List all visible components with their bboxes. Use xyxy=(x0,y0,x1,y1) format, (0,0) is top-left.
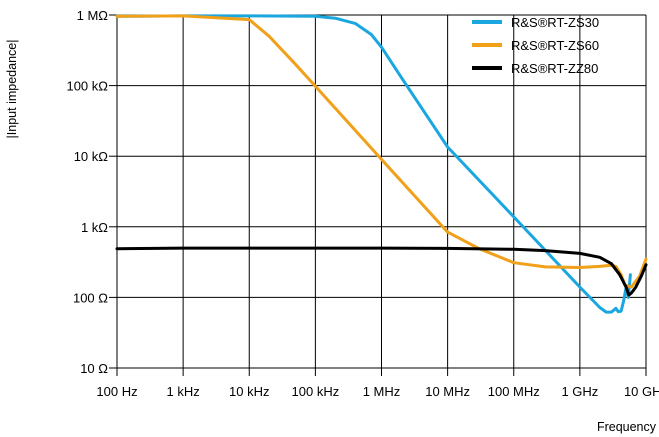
series-layer xyxy=(115,14,648,314)
tick-labels: 100 Hz 1 kHz 10 kHz 100 kHz 1 MHz 10 MHz 100 M… xyxy=(66,8,659,399)
legend-label: R&S®RT-ZZ80 xyxy=(511,61,598,76)
x-tick-label: 1 MHz xyxy=(363,384,401,399)
legend-label: R&S®RT-ZS30 xyxy=(511,15,599,30)
x-axis-label: Frequency xyxy=(597,420,657,434)
y-tick-label: 100 Ω xyxy=(73,290,108,305)
x-tick-label: 10 kHz xyxy=(229,384,269,399)
grid xyxy=(109,14,647,376)
y-tick-label: 10 kΩ xyxy=(74,149,109,164)
x-tick-label: 10 GHz xyxy=(624,384,659,399)
x-tick-label: 10 MHz xyxy=(425,384,470,399)
x-tick-label: 100 Hz xyxy=(96,384,137,399)
legend-label: R&S®RT-ZS60 xyxy=(511,38,599,53)
x-tick-label: 1 GHz xyxy=(561,384,598,399)
y-axis-label: |Input impedance| xyxy=(5,40,19,139)
legend: R&S®RT-ZS30 R&S®RT-ZS60 R&S®RT-ZZ80 xyxy=(472,15,599,76)
series-line-2 xyxy=(115,246,648,297)
x-tick-label: 1 kHz xyxy=(167,384,200,399)
y-tick-label: 100 kΩ xyxy=(66,79,108,94)
x-tick-label: 100 MHz xyxy=(488,384,540,399)
x-tick-label: 100 kHz xyxy=(292,384,340,399)
y-tick-label: 1 kΩ xyxy=(81,220,108,235)
y-tick-label: 10 Ω xyxy=(80,361,108,376)
y-tick-label: 1 MΩ xyxy=(77,8,109,23)
